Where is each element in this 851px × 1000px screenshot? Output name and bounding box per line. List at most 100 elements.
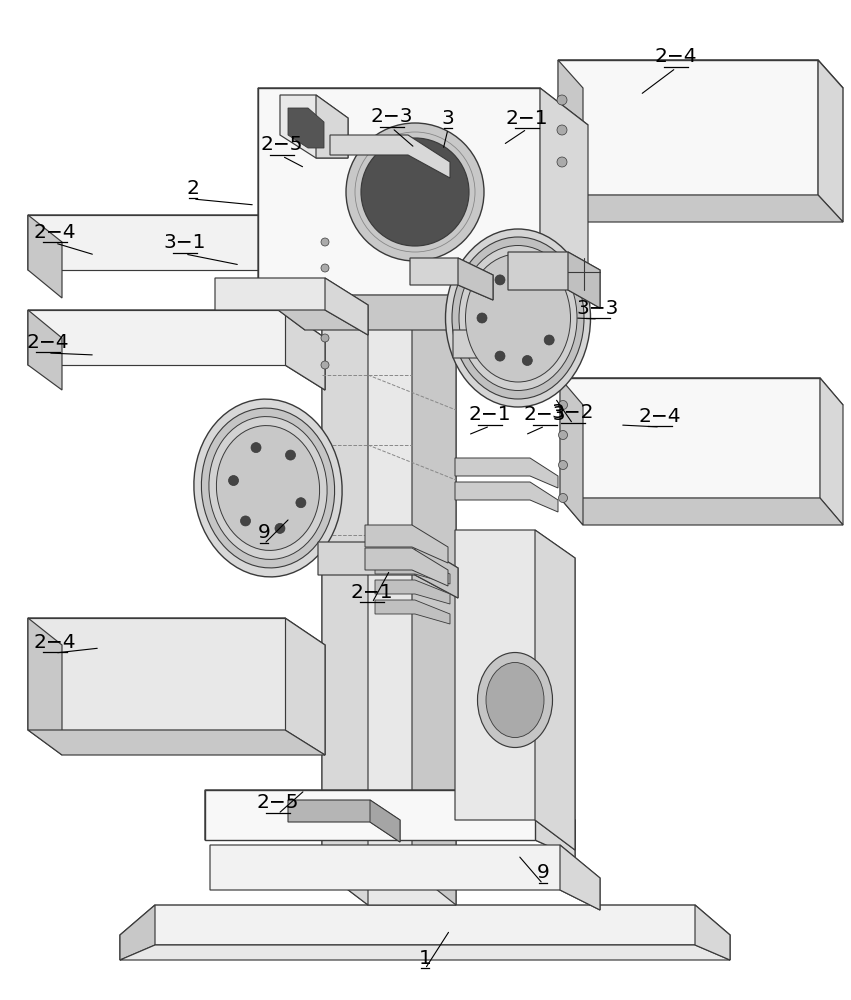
Ellipse shape bbox=[194, 399, 342, 577]
Polygon shape bbox=[558, 60, 818, 195]
Polygon shape bbox=[365, 548, 448, 586]
Polygon shape bbox=[120, 905, 155, 960]
Polygon shape bbox=[375, 560, 450, 584]
Polygon shape bbox=[28, 310, 62, 390]
Polygon shape bbox=[818, 60, 843, 222]
Polygon shape bbox=[322, 140, 368, 905]
Polygon shape bbox=[288, 800, 400, 842]
Circle shape bbox=[321, 334, 329, 342]
Polygon shape bbox=[210, 845, 600, 910]
Circle shape bbox=[321, 264, 329, 272]
Polygon shape bbox=[280, 95, 348, 158]
Text: 3−1: 3−1 bbox=[163, 233, 206, 252]
Circle shape bbox=[544, 335, 554, 345]
Text: 3: 3 bbox=[442, 108, 454, 127]
Text: 2−3: 2−3 bbox=[523, 406, 566, 424]
Text: 3−3: 3−3 bbox=[577, 298, 620, 318]
Polygon shape bbox=[535, 790, 575, 858]
Polygon shape bbox=[258, 88, 305, 330]
Ellipse shape bbox=[486, 662, 544, 738]
Circle shape bbox=[557, 95, 567, 105]
Circle shape bbox=[321, 238, 329, 246]
Polygon shape bbox=[28, 618, 62, 755]
Polygon shape bbox=[560, 378, 820, 498]
Polygon shape bbox=[258, 88, 588, 125]
Circle shape bbox=[523, 356, 533, 366]
Circle shape bbox=[495, 351, 505, 361]
Polygon shape bbox=[28, 215, 285, 270]
Polygon shape bbox=[28, 730, 325, 755]
Polygon shape bbox=[288, 108, 324, 148]
Text: 2−3: 2−3 bbox=[371, 107, 414, 126]
Polygon shape bbox=[285, 618, 325, 755]
Polygon shape bbox=[415, 542, 458, 598]
Polygon shape bbox=[540, 88, 588, 330]
Polygon shape bbox=[28, 310, 285, 365]
Text: 9: 9 bbox=[537, 863, 550, 882]
Polygon shape bbox=[455, 458, 558, 488]
Circle shape bbox=[558, 460, 568, 470]
Polygon shape bbox=[318, 542, 458, 598]
Ellipse shape bbox=[216, 426, 320, 550]
Circle shape bbox=[296, 498, 306, 508]
Text: 2−5: 2−5 bbox=[257, 794, 300, 812]
Ellipse shape bbox=[202, 408, 334, 568]
Ellipse shape bbox=[477, 652, 552, 748]
Polygon shape bbox=[375, 600, 450, 624]
Ellipse shape bbox=[446, 229, 591, 407]
Polygon shape bbox=[560, 378, 583, 525]
Polygon shape bbox=[560, 845, 600, 910]
Text: 2−4: 2−4 bbox=[34, 633, 77, 652]
Polygon shape bbox=[258, 88, 540, 295]
Polygon shape bbox=[322, 140, 456, 905]
Polygon shape bbox=[458, 258, 493, 300]
Polygon shape bbox=[365, 525, 448, 563]
Polygon shape bbox=[258, 295, 588, 330]
Polygon shape bbox=[455, 530, 575, 850]
Ellipse shape bbox=[346, 123, 484, 261]
Circle shape bbox=[495, 275, 505, 285]
Circle shape bbox=[229, 476, 238, 486]
Text: 2−1: 2−1 bbox=[469, 406, 511, 424]
Polygon shape bbox=[560, 498, 843, 525]
Text: 2−4: 2−4 bbox=[654, 47, 697, 66]
Polygon shape bbox=[558, 60, 843, 88]
Ellipse shape bbox=[208, 417, 327, 559]
Ellipse shape bbox=[459, 245, 577, 390]
Polygon shape bbox=[455, 482, 558, 512]
Polygon shape bbox=[410, 258, 493, 300]
Text: 1: 1 bbox=[419, 948, 431, 968]
Polygon shape bbox=[120, 905, 730, 960]
Polygon shape bbox=[375, 580, 450, 604]
Polygon shape bbox=[820, 378, 843, 525]
Polygon shape bbox=[285, 215, 325, 298]
Text: 3−2: 3−2 bbox=[551, 403, 594, 422]
Text: 2−4: 2−4 bbox=[639, 406, 682, 426]
Circle shape bbox=[525, 272, 535, 282]
Polygon shape bbox=[28, 215, 325, 298]
Circle shape bbox=[321, 361, 329, 369]
Polygon shape bbox=[205, 790, 535, 840]
Circle shape bbox=[557, 125, 567, 135]
Circle shape bbox=[558, 430, 568, 440]
Circle shape bbox=[477, 313, 487, 323]
Polygon shape bbox=[558, 195, 843, 222]
Polygon shape bbox=[28, 618, 285, 730]
Ellipse shape bbox=[452, 237, 584, 399]
Polygon shape bbox=[120, 945, 730, 960]
Text: 2−4: 2−4 bbox=[26, 332, 69, 352]
Polygon shape bbox=[28, 618, 325, 755]
Polygon shape bbox=[325, 278, 368, 335]
Polygon shape bbox=[535, 530, 575, 850]
Polygon shape bbox=[508, 252, 600, 308]
Ellipse shape bbox=[361, 138, 469, 246]
Circle shape bbox=[241, 516, 250, 526]
Polygon shape bbox=[558, 60, 583, 222]
Text: 2−1: 2−1 bbox=[505, 108, 548, 127]
Circle shape bbox=[285, 450, 295, 460]
Text: 2−4: 2−4 bbox=[34, 223, 77, 241]
Polygon shape bbox=[28, 215, 62, 298]
Circle shape bbox=[557, 157, 567, 167]
Ellipse shape bbox=[465, 254, 570, 382]
Polygon shape bbox=[453, 330, 523, 375]
